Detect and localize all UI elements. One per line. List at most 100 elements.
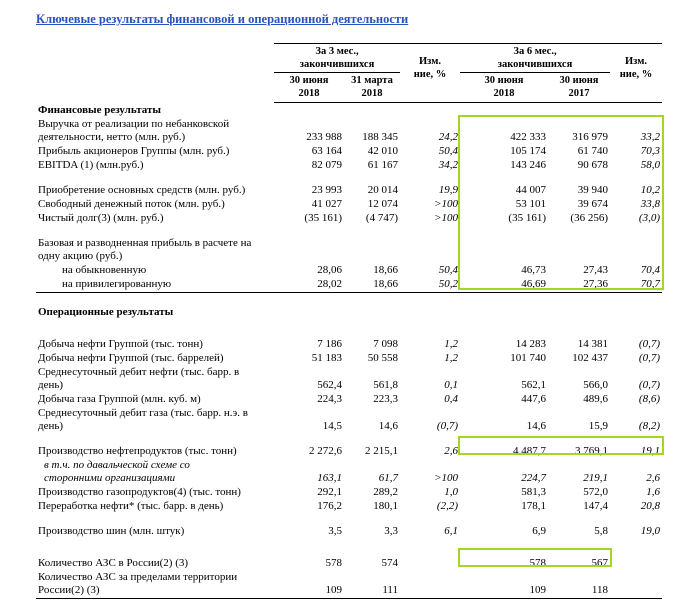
table-row: Базовая и разводненная прибыль в расчете… bbox=[36, 237, 662, 264]
cell-value: 102 437 bbox=[572, 351, 608, 364]
row-label: Производство нефтепродуктов (тыс. тонн) bbox=[38, 444, 237, 457]
row-label: Добыча нефти Группой (тыс. баррелей) bbox=[38, 351, 224, 364]
cell-value: 1,0 bbox=[444, 485, 458, 498]
row-label: Финансовые результаты bbox=[38, 104, 161, 116]
spacer-row bbox=[36, 320, 662, 338]
cell-value: 489,6 bbox=[583, 392, 608, 405]
table-row: Добыча нефти Группой (тыс. баррелей) 51 1… bbox=[36, 352, 662, 366]
cell-value: 61 740 bbox=[577, 145, 608, 157]
cell-value: 3 769,1 bbox=[575, 444, 608, 457]
cell-value bbox=[548, 237, 610, 264]
cell-value: (8,6) bbox=[638, 392, 660, 405]
cell-value: 188 345 bbox=[362, 131, 398, 143]
cell-value bbox=[460, 304, 548, 320]
cell-value: 39 674 bbox=[577, 198, 608, 210]
spacer-row bbox=[36, 539, 662, 557]
cell-value: 447,6 bbox=[521, 392, 546, 405]
cell-value: 178,1 bbox=[521, 499, 546, 512]
cell-value: 567 bbox=[591, 556, 609, 569]
cell-value: 292,1 bbox=[317, 485, 342, 498]
cell-value: 70,7 bbox=[610, 278, 662, 293]
cell-value: 20,8 bbox=[640, 499, 660, 512]
cell-value: 118 bbox=[548, 570, 610, 599]
cell-value: 4 487,7 bbox=[513, 444, 546, 457]
cell-value bbox=[610, 102, 662, 118]
cell-value: >100 bbox=[434, 212, 458, 224]
section-row: Операционные результаты bbox=[36, 304, 662, 320]
cell-value bbox=[400, 304, 460, 320]
section-row: Финансовые результаты bbox=[36, 102, 662, 118]
cell-value: 82 079 bbox=[311, 159, 342, 171]
cell-value: 53 101 bbox=[515, 198, 546, 210]
row-label: Приобретение основных средств (млн. руб.… bbox=[38, 184, 246, 196]
cell-value bbox=[460, 102, 548, 118]
cell-value: 39 940 bbox=[577, 184, 608, 196]
cell-value: 6,9 bbox=[532, 524, 546, 537]
cell-value: (4 747) bbox=[365, 212, 398, 224]
row-label: Количество АЗС в России(2) (3) bbox=[38, 556, 189, 569]
cell-value: 24,2 bbox=[438, 131, 458, 143]
cell-value: 12 074 bbox=[367, 198, 398, 210]
header-group-6m: За 6 мес., закончившихся bbox=[460, 42, 610, 74]
cell-value: 316 979 bbox=[572, 131, 608, 143]
row-label: на привилегированную bbox=[36, 278, 274, 293]
cell-value: 1,2 bbox=[444, 351, 458, 364]
row-label: Среднесуточный дебит нефти (тыс. барр. в… bbox=[38, 365, 240, 391]
cell-value: 58,0 bbox=[640, 159, 660, 171]
cell-value: 14,6 bbox=[378, 419, 398, 432]
cell-value: 18,66 bbox=[373, 264, 398, 276]
cell-value: (36 256) bbox=[570, 212, 608, 224]
cell-value: 224,7 bbox=[521, 471, 546, 484]
cell-value: 20 014 bbox=[367, 184, 398, 196]
cell-value: >100 bbox=[434, 198, 458, 210]
cell-value: 23 993 bbox=[311, 184, 342, 196]
cell-value bbox=[400, 102, 460, 118]
table-row: Среднесуточный дебит газа (тыс. барр. н.… bbox=[36, 407, 662, 434]
cell-value bbox=[548, 304, 610, 320]
cell-value: 28,06 bbox=[317, 264, 342, 276]
spacer-cell bbox=[36, 514, 662, 525]
row-label: Прибыль акционеров Группы (млн. руб.) bbox=[38, 145, 230, 157]
spacer-cell bbox=[36, 293, 662, 304]
row-label: Добыча нефти Группой (тыс. тонн) bbox=[38, 337, 203, 350]
cell-value: 105 174 bbox=[510, 145, 546, 157]
cell-value: 0,4 bbox=[444, 392, 458, 405]
cell-value bbox=[274, 304, 344, 320]
cell-value: 33,2 bbox=[640, 131, 660, 143]
cell-value: (0,7) bbox=[638, 337, 660, 350]
table-row: Свободный денежный поток (млн. руб.) 41 0… bbox=[36, 198, 662, 212]
cell-value bbox=[548, 102, 610, 118]
cell-value: 0,1 bbox=[444, 378, 458, 391]
header-change-6m: Изм. ние, % bbox=[610, 43, 662, 103]
row-label: Производство шин (млн. штук) bbox=[38, 524, 185, 537]
cell-value: 50,4 bbox=[438, 145, 458, 157]
cell-value: 70,3 bbox=[640, 145, 660, 157]
cell-value: 561,8 bbox=[373, 378, 398, 391]
header-date-31mar2018: 31 марта 2018 bbox=[344, 72, 400, 103]
cell-value: 14,6 bbox=[526, 419, 546, 432]
cell-value: 147,4 bbox=[583, 499, 608, 512]
row-label: Свободный денежный поток (млн. руб.) bbox=[38, 198, 225, 210]
table-row: Выручка от реализации по небанковской де… bbox=[36, 118, 662, 145]
cell-value bbox=[460, 237, 548, 264]
row-label: Чистый долг(3) (млн. руб.) bbox=[38, 212, 164, 224]
cell-value: (35 161) bbox=[304, 212, 342, 224]
cell-value: 578 bbox=[529, 556, 547, 569]
table-row: Количество АЗС за пределами территории Р… bbox=[36, 570, 662, 599]
table-row: на обыкновенную 28,06 18,66 50,4 46,73 27,43 7… bbox=[36, 264, 662, 278]
spacer-cell bbox=[36, 226, 662, 237]
cell-value: 3,5 bbox=[328, 524, 342, 537]
cell-value: 27,36 bbox=[548, 278, 610, 293]
spacer-row bbox=[36, 434, 662, 445]
spacer-cell bbox=[36, 434, 662, 445]
results-tbody: Финансовые результаты Выручка от реализац… bbox=[36, 102, 662, 599]
cell-value: 41 027 bbox=[311, 198, 342, 210]
row-label: Среднесуточный дебит газа (тыс. барр. н.… bbox=[38, 406, 248, 432]
cell-value: 180,1 bbox=[373, 499, 398, 512]
cell-value bbox=[610, 237, 662, 264]
table-row: на привилегированную 28,02 18,66 50,2 46,69 2… bbox=[36, 278, 662, 293]
table-row: Чистый долг(3) (млн. руб.) (35 161) (4 747… bbox=[36, 212, 662, 226]
spacer-cell bbox=[36, 173, 662, 184]
table-row: Приобретение основных средств (млн. руб.… bbox=[36, 184, 662, 198]
row-label: Выручка от реализации по небанковской де… bbox=[38, 118, 230, 143]
